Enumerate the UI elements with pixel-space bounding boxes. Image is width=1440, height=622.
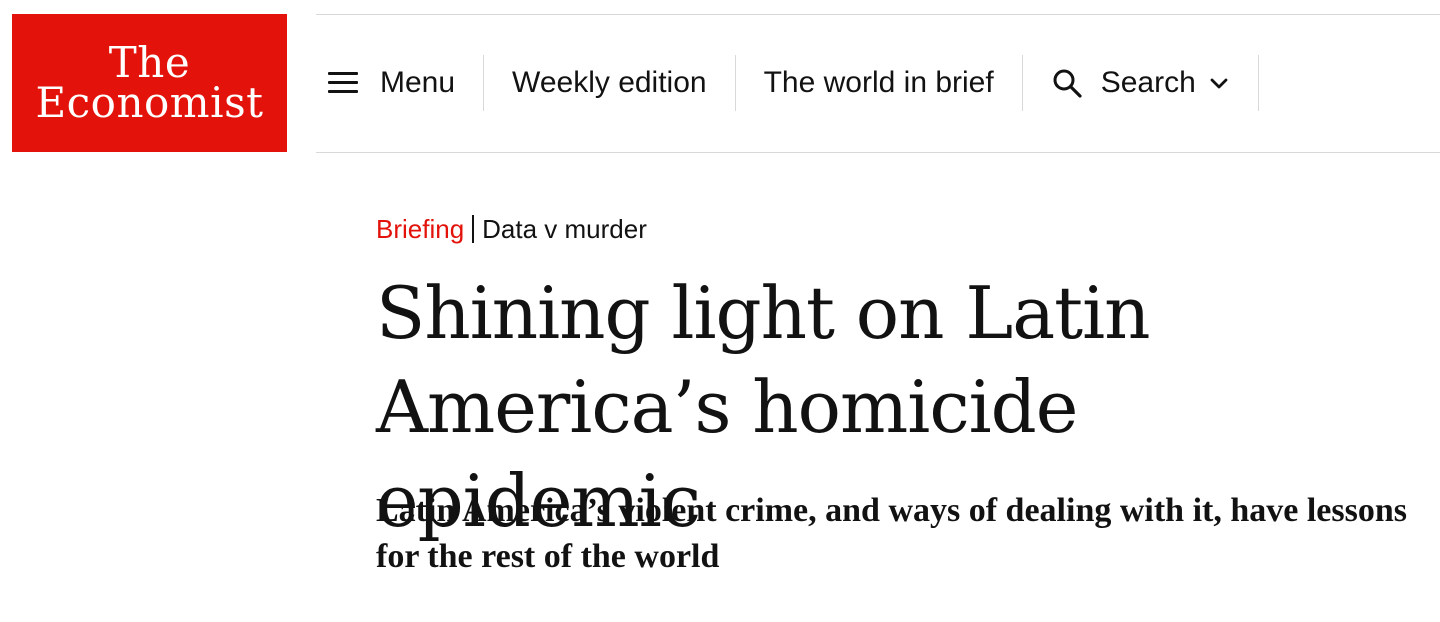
logo-line-economist: Economist bbox=[35, 78, 264, 127]
article-subheadline: Latin America’s violent crime, and ways … bbox=[376, 492, 1407, 575]
kicker-divider bbox=[472, 215, 475, 243]
header-bottom-divider bbox=[316, 152, 1440, 153]
economist-logo[interactable]: The Economist bbox=[12, 14, 287, 152]
logo-line-the: The bbox=[108, 38, 191, 87]
section-link[interactable]: Briefing bbox=[376, 214, 465, 244]
main-navigation: Menu Weekly edition The world in brief S… bbox=[316, 55, 1259, 111]
article-kicker: Briefing Data v murder bbox=[376, 212, 647, 246]
search-label: Search bbox=[1100, 66, 1196, 99]
world-in-brief-label: The world in brief bbox=[763, 66, 994, 99]
weekly-edition-label: Weekly edition bbox=[512, 66, 707, 99]
nav-separator bbox=[734, 55, 736, 111]
chevron-down-icon bbox=[1210, 78, 1228, 89]
menu-button[interactable]: Menu bbox=[316, 55, 483, 111]
article-topic: Data v murder bbox=[482, 214, 647, 244]
nav-separator bbox=[1257, 55, 1259, 111]
world-in-brief-link[interactable]: The world in brief bbox=[736, 55, 1022, 111]
nav-separator bbox=[483, 55, 485, 111]
nav-separator bbox=[1021, 55, 1023, 111]
weekly-edition-link[interactable]: Weekly edition bbox=[484, 55, 735, 111]
hamburger-icon bbox=[328, 72, 358, 94]
article-headline: Shining light on Latin America’s homicid… bbox=[376, 271, 1150, 543]
search-icon bbox=[1053, 69, 1082, 98]
menu-label: Menu bbox=[380, 66, 456, 99]
search-button[interactable]: Search bbox=[1023, 55, 1258, 111]
header-top-divider bbox=[316, 14, 1440, 15]
